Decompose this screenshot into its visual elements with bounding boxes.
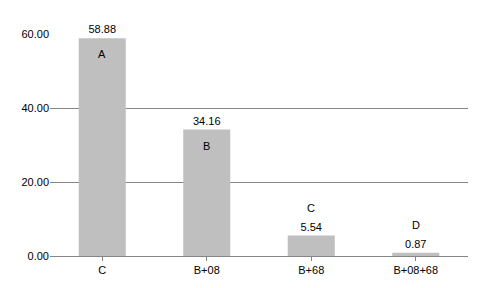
svg-text:58.88: 58.88	[88, 23, 116, 35]
svg-text:B+68: B+68	[298, 264, 324, 276]
svg-text:0.00: 0.00	[28, 250, 49, 262]
svg-text:C: C	[307, 202, 315, 214]
svg-text:D: D	[412, 219, 420, 231]
svg-text:5.54: 5.54	[301, 221, 322, 233]
svg-text:40.00: 40.00	[21, 102, 49, 114]
svg-text:60.00: 60.00	[21, 28, 49, 40]
svg-text:34.16: 34.16	[193, 115, 221, 127]
svg-text:B+08: B+08	[194, 264, 220, 276]
svg-text:A: A	[98, 48, 106, 60]
svg-text:0.87: 0.87	[405, 238, 426, 250]
svg-text:C: C	[98, 264, 106, 276]
svg-text:B: B	[203, 140, 210, 152]
svg-text:20.00: 20.00	[21, 176, 49, 188]
svg-text:B+08+68: B+08+68	[393, 264, 438, 276]
